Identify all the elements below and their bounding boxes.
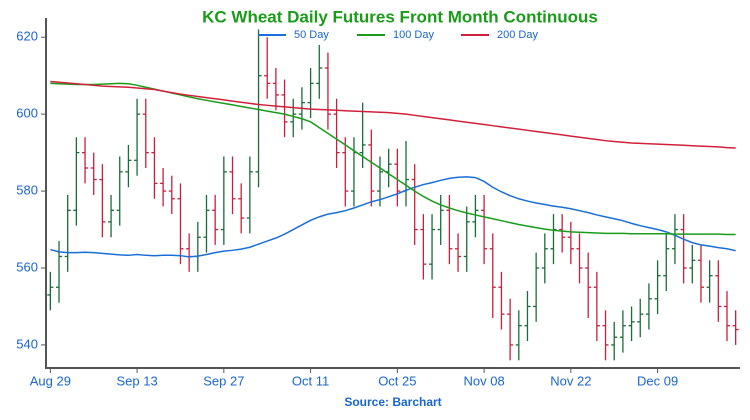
y-tick-label: 560 [16, 259, 38, 274]
chart-title: KC Wheat Daily Futures Front Month Conti… [202, 7, 598, 26]
x-tick-label: Nov 22 [550, 373, 591, 388]
y-tick-label: 620 [16, 29, 38, 44]
y-tick-label: 540 [16, 336, 38, 351]
y-tick-label: 580 [16, 183, 38, 198]
x-tick-label: Sep 13 [116, 373, 157, 388]
x-tick-label: Oct 25 [378, 373, 416, 388]
moving-average-line [50, 176, 736, 258]
x-tick-label: Oct 11 [292, 373, 329, 388]
x-tick-label: Dec 09 [637, 373, 678, 388]
x-tick-label: Nov 08 [463, 373, 504, 388]
legend-label: 200 Day [497, 29, 538, 41]
legend-label: 100 Day [393, 29, 434, 41]
source-note: Source: Barchart [344, 395, 441, 409]
x-tick-label: Aug 29 [30, 373, 71, 388]
legend-label: 50 Day [294, 29, 329, 41]
y-tick-label: 600 [16, 106, 38, 121]
x-tick-label: Sep 27 [203, 373, 244, 388]
moving-average-line [50, 80, 736, 149]
